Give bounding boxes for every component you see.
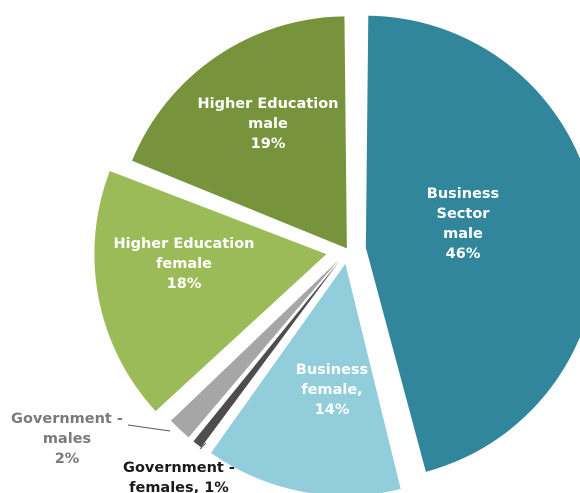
data-label-line: Government - bbox=[11, 411, 123, 427]
pie-slice-business-female bbox=[210, 263, 401, 493]
data-label-line: 46% bbox=[446, 246, 481, 262]
data-label-line: female bbox=[156, 256, 212, 272]
data-label-line: Business bbox=[427, 186, 499, 202]
data-label-higher-education-male: Higher Education male 19% bbox=[197, 96, 338, 152]
pie-slice-higher-education-male bbox=[132, 16, 347, 249]
data-label-business-female: Business female, 14% bbox=[296, 362, 368, 418]
data-label-line: male bbox=[248, 116, 288, 132]
data-label-line: Higher Education bbox=[113, 236, 254, 252]
leader-line-government-males bbox=[127, 424, 171, 432]
data-label-line: male bbox=[443, 226, 483, 242]
data-label-line: 19% bbox=[251, 136, 286, 152]
data-label-line: female, bbox=[301, 382, 362, 398]
data-label-line: males bbox=[43, 431, 91, 447]
data-label-government-males: Government - males 2% bbox=[11, 411, 123, 467]
pie-slice-business-male bbox=[365, 15, 580, 472]
data-label-line: Business bbox=[296, 362, 368, 378]
pie-slice-government-males bbox=[170, 260, 339, 438]
data-label-government-females: Government - females, 1% bbox=[123, 460, 235, 493]
data-label-higher-education-female: Higher Education female 18% bbox=[113, 236, 254, 292]
data-label-line: Government - bbox=[123, 460, 235, 476]
data-label-line: Sector bbox=[437, 206, 491, 222]
data-label-line: 14% bbox=[315, 402, 350, 418]
data-label-line: Higher Education bbox=[197, 96, 338, 112]
leader-line-government-females bbox=[199, 442, 207, 450]
data-label-line: 2% bbox=[55, 451, 80, 467]
pie-slice-government-females bbox=[193, 261, 340, 448]
data-label-line: females, 1% bbox=[129, 480, 229, 493]
pie-slice-higher-education-female bbox=[94, 170, 327, 412]
data-label-business-male: Business Sector male 46% bbox=[427, 186, 499, 262]
data-label-line: 18% bbox=[167, 276, 202, 292]
